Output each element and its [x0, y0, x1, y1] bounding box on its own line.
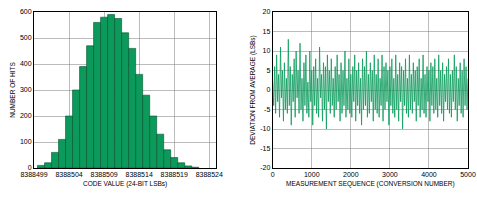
svg-text:8388519: 8388519: [161, 171, 188, 178]
svg-text:-10: -10: [260, 125, 270, 132]
svg-text:500: 500: [20, 34, 32, 41]
svg-text:-20: -20: [260, 164, 270, 171]
svg-text:20: 20: [263, 8, 271, 15]
svg-text:8388499: 8388499: [20, 171, 47, 178]
svg-text:-5: -5: [264, 106, 270, 113]
svg-text:600: 600: [20, 8, 32, 15]
svg-text:NUMBER OF HITS: NUMBER OF HITS: [9, 62, 16, 118]
svg-text:8388524: 8388524: [196, 171, 223, 178]
svg-text:8388514: 8388514: [126, 171, 153, 178]
svg-text:0: 0: [28, 164, 32, 171]
svg-text:5: 5: [266, 67, 270, 74]
svg-text:100: 100: [20, 138, 32, 145]
svg-text:4000: 4000: [421, 171, 437, 178]
svg-text:0: 0: [271, 171, 275, 178]
svg-text:300: 300: [20, 86, 32, 93]
svg-text:2000: 2000: [343, 171, 359, 178]
svg-text:5000: 5000: [460, 171, 476, 178]
svg-text:-15: -15: [260, 145, 270, 152]
svg-text:400: 400: [20, 60, 32, 67]
svg-text:8388509: 8388509: [90, 171, 117, 178]
svg-text:10: 10: [263, 47, 271, 54]
svg-text:DEVIATION FROM AVERAGE (LSBs): DEVIATION FROM AVERAGE (LSBs): [249, 35, 257, 145]
svg-text:0: 0: [266, 86, 270, 93]
svg-text:1000: 1000: [304, 171, 320, 178]
svg-text:3000: 3000: [382, 171, 398, 178]
svg-text:CODE VALUE (24-BIT LSBs): CODE VALUE (24-BIT LSBs): [83, 180, 167, 188]
svg-text:200: 200: [20, 112, 32, 119]
svg-text:8388504: 8388504: [55, 171, 82, 178]
svg-text:MEASUREMENT SEQUENCE (CONVERSI: MEASUREMENT SEQUENCE (CONVERSION NUMBER): [286, 180, 455, 188]
svg-text:15: 15: [263, 28, 271, 35]
